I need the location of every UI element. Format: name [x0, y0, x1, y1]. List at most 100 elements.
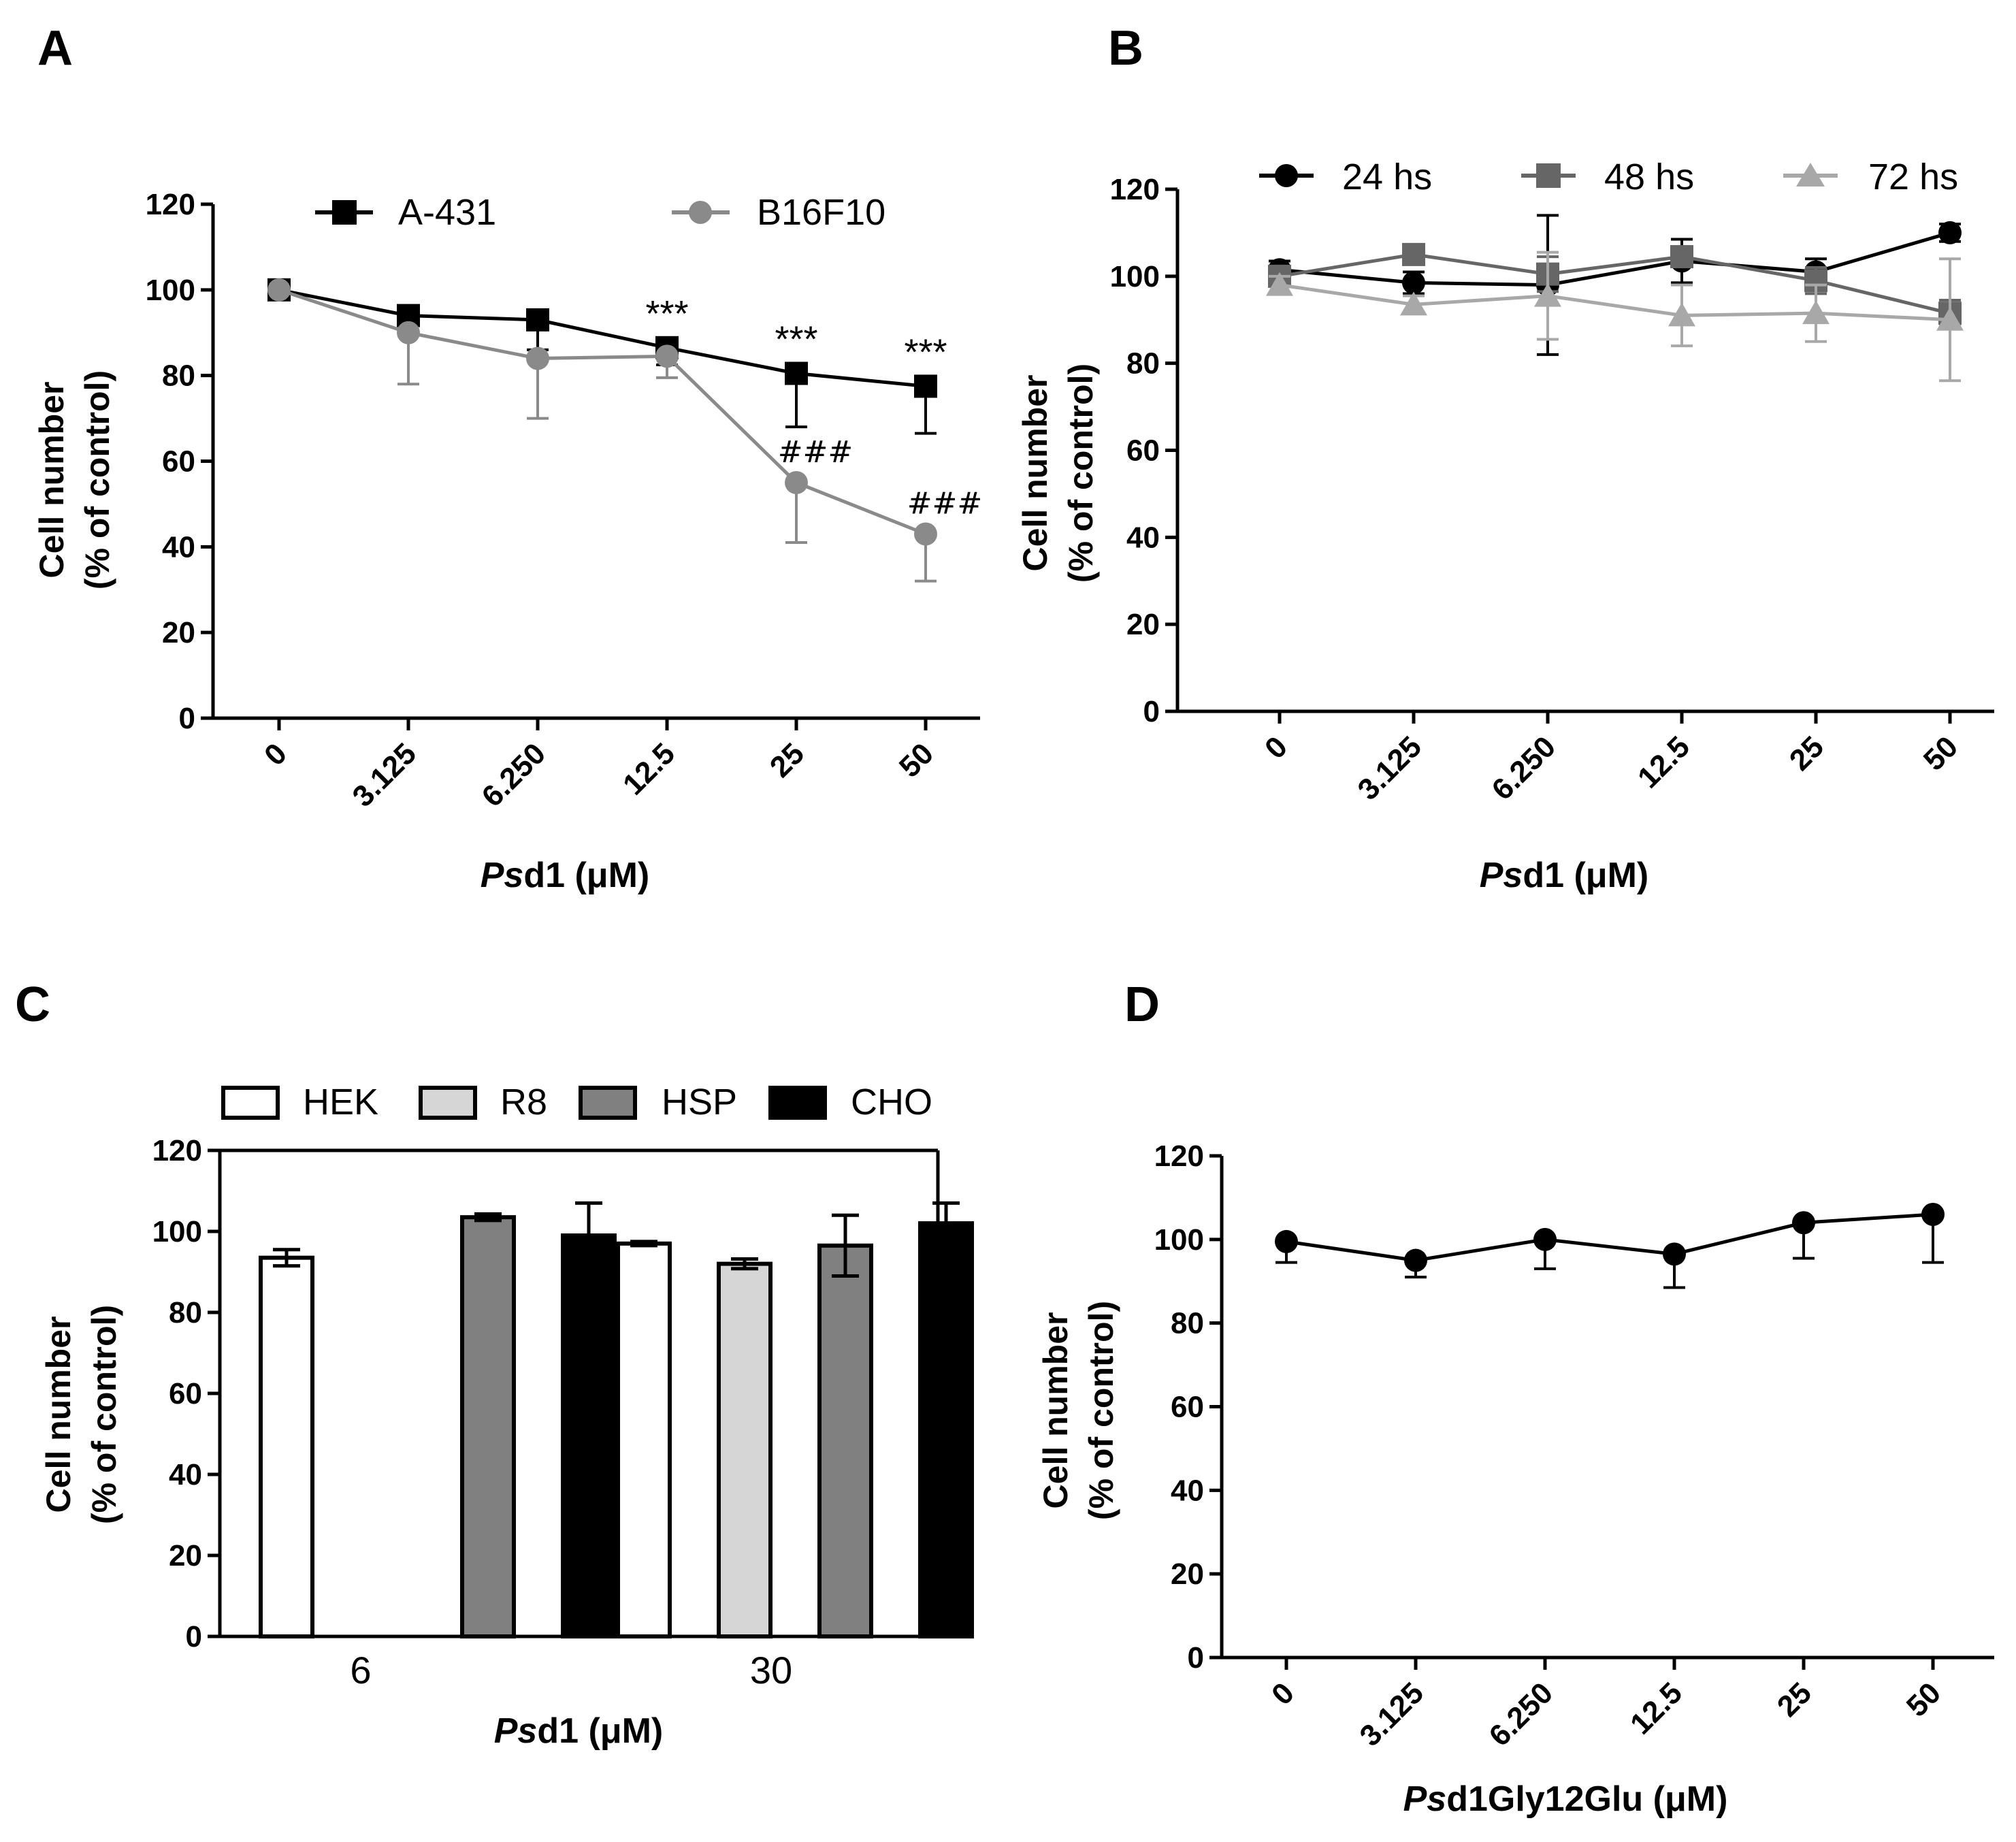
panel-d-letter: D — [1124, 977, 1160, 1032]
panel-d-point-0 — [1792, 1211, 1815, 1235]
panel-a-ytick-label: 80 — [162, 359, 195, 393]
panel-c-bar-cho — [918, 1221, 974, 1638]
legend-label-r8: R8 — [500, 1082, 547, 1122]
panel-b-marks — [1266, 214, 1964, 383]
panel-b-xtick-label: 0 — [1258, 730, 1294, 765]
panel-a-xtick-label: 12.5 — [617, 737, 681, 801]
panel-c-bar-cho — [561, 1233, 617, 1638]
panel-b-ylabel-line2: (% of control) — [1062, 363, 1100, 583]
panel-d-xtick-label: 0 — [1265, 1676, 1301, 1711]
panel-d-ylabel-line1: Cell number — [1037, 1312, 1075, 1509]
panel-c-ylabel-line1: Cell number — [39, 1316, 78, 1513]
panel-b-xtick-label: 6.250 — [1486, 730, 1563, 807]
panel-b-ytick-label: 0 — [1143, 695, 1160, 728]
panel-b-series-line-2 — [1279, 283, 1951, 322]
panel-b: B 0 20 40 60 80 100 120 0 3.125 6.250 12.5 25 50 24 … — [1016, 21, 1994, 895]
panel-a-annotation: *** — [904, 332, 947, 372]
panel-a: A 0 20 40 60 80 100 120 0 3.125 6.250 12.5 25 50 ***… — [33, 21, 982, 895]
panel-a-point-0 — [526, 308, 549, 332]
panel-b-xlabel-rest: d1 (μM) — [1523, 856, 1648, 895]
panel-a-point-1 — [267, 278, 291, 302]
panel-d-point-0 — [1404, 1248, 1427, 1272]
panel-b-series-line-0 — [1279, 231, 1951, 287]
panel-a-point-1 — [526, 346, 549, 370]
panel-a-point-1 — [785, 470, 808, 494]
panel-b-point-2 — [1668, 302, 1695, 327]
panel-c-bar-r8 — [717, 1261, 773, 1638]
legend-label-hek: HEK — [303, 1082, 378, 1122]
panel-b-point-1 — [1670, 245, 1693, 269]
panel-b-xtick-label: 25 — [1783, 730, 1830, 777]
legend-label-a431: A-431 — [398, 192, 496, 233]
legend-label-b16f10: B16F10 — [757, 192, 885, 233]
panel-b-ytick-label: 100 — [1110, 260, 1160, 293]
panel-b-point-2 — [1534, 282, 1561, 307]
panel-b-ytick-label: 120 — [1110, 173, 1160, 206]
panel-a-marks: *** *** *** ### ### — [267, 278, 983, 583]
panel-a-letter: A — [37, 21, 73, 76]
panel-d-ytick-label: 100 — [1154, 1223, 1204, 1257]
panel-a-ytick-label: 0 — [179, 702, 195, 735]
panel-c-ytick-label: 120 — [152, 1134, 202, 1167]
legend-swatch-hsp — [579, 1086, 637, 1120]
panel-c-marks — [259, 1201, 974, 1639]
panel-d-ylabel-line2: (% of control) — [1082, 1301, 1120, 1520]
panel-b-xlabel-italic: Ps — [1480, 856, 1523, 895]
panel-d-series-line-0 — [1286, 1212, 1934, 1263]
legend-marker-48hs — [1536, 163, 1561, 188]
panel-c-xlabel: Psd1 (μM) — [494, 1711, 664, 1751]
legend-label-hsp: HSP — [662, 1082, 737, 1122]
panel-b-point-2 — [1266, 272, 1293, 296]
panel-d: D 0 20 40 60 80 100 120 0 3.125 6.250 12.5 25 50 Cel… — [1037, 977, 1994, 1819]
panel-c-ytick-label: 60 — [169, 1377, 202, 1410]
panel-b-ytick-label: 80 — [1126, 347, 1160, 381]
panel-d-marks — [1275, 1202, 1945, 1289]
panel-c-letter: C — [15, 977, 50, 1032]
panel-a-ytick-label: 20 — [162, 616, 195, 649]
panel-a-point-0 — [914, 374, 937, 398]
panel-d-xtick-label: 3.125 — [1354, 1676, 1431, 1753]
panel-a-xlabel-italic: Ps — [481, 856, 524, 895]
panel-d-ytick-label: 0 — [1188, 1641, 1204, 1675]
panel-a-annotation: *** — [775, 319, 817, 360]
panel-a-ylabel-line2: (% of control) — [78, 370, 116, 589]
panel-b-xtick-label: 3.125 — [1352, 730, 1429, 807]
legend-label-cho: CHO — [851, 1082, 932, 1122]
panel-a-annotation: ### — [907, 486, 983, 521]
panel-b-xtick-label: 50 — [1917, 730, 1964, 777]
panel-d-axes: 0 20 40 60 80 100 120 0 3.125 6.250 12.5 25 50 — [1154, 1140, 1994, 1753]
panel-b-legend: 24 hs 48 hs 72 hs — [1259, 157, 1958, 197]
panel-d-point-0 — [1663, 1242, 1686, 1266]
legend-swatch-r8 — [419, 1086, 477, 1120]
panel-d-xlabel: Psd1Gly12Glu (μM) — [1403, 1779, 1728, 1819]
panel-c-xlabel-italic: Ps — [494, 1711, 538, 1751]
panel-d-point-0 — [1921, 1202, 1945, 1226]
panel-b-xlabel: Psd1 (μM) — [1480, 856, 1649, 895]
legend-marker-72hs — [1796, 163, 1825, 187]
legend-label-72hs: 72 hs — [1868, 157, 1958, 197]
panel-d-xlabel-rest: d1Gly12Glu (μM) — [1446, 1779, 1727, 1819]
panel-a-ytick-label: 120 — [146, 188, 195, 221]
panel-d-ytick-label: 20 — [1171, 1557, 1204, 1591]
panel-b-ylabel-line1: Cell number — [1016, 375, 1054, 572]
panel-a-xtick-label: 0 — [258, 737, 293, 772]
panel-c-legend: HEK R8 HSP CHO — [221, 1082, 932, 1122]
legend-label-24hs: 24 hs — [1342, 157, 1432, 197]
panel-a-ytick-label: 100 — [146, 274, 195, 307]
panel-c-ytick-label: 0 — [186, 1620, 202, 1653]
legend-marker-24hs — [1275, 164, 1298, 187]
panel-d-xtick-label: 25 — [1771, 1676, 1818, 1723]
legend-label-48hs: 48 hs — [1604, 157, 1694, 197]
panel-c-xtick-label: 30 — [750, 1649, 792, 1692]
panel-c-ytick-label: 40 — [169, 1458, 202, 1491]
panel-c-bar-hsp — [817, 1243, 873, 1638]
panel-b-point-0 — [1938, 221, 1962, 244]
panel-a-ytick-label: 60 — [162, 445, 195, 479]
panel-a-point-1 — [655, 344, 679, 368]
panel-d-point-0 — [1533, 1227, 1557, 1251]
panel-d-ytick-label: 120 — [1154, 1140, 1204, 1173]
panel-a-ylabel-line1: Cell number — [33, 382, 71, 579]
panel-a-point-1 — [397, 321, 420, 344]
panel-c-ytick-label: 80 — [169, 1296, 202, 1329]
